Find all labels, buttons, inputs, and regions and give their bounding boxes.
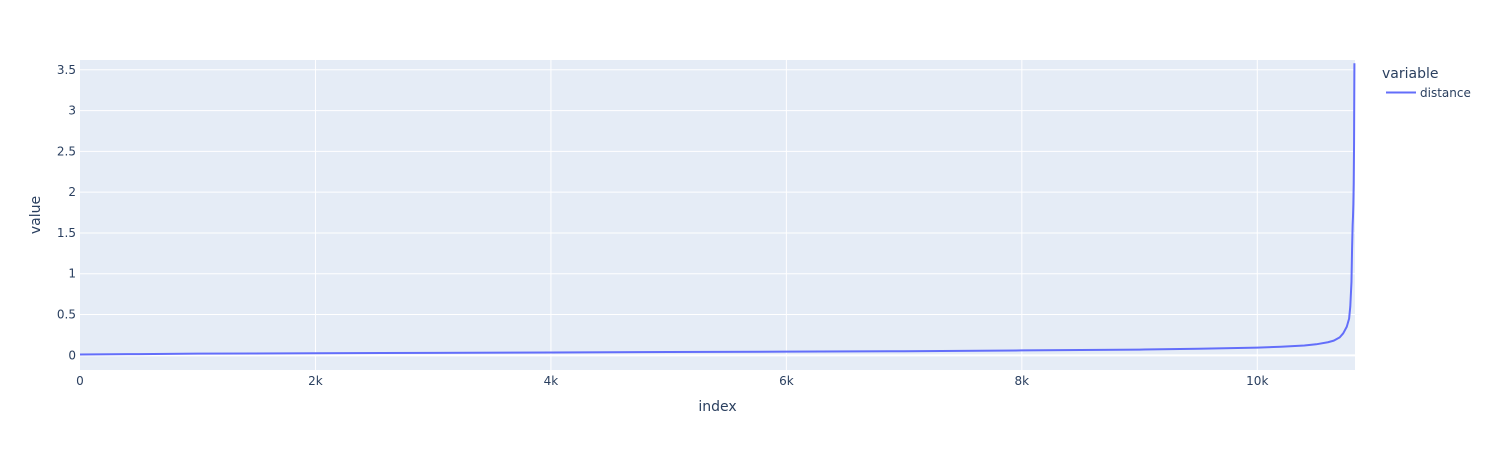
legend: variable distance: [1382, 66, 1471, 100]
series-layer: [79, 63, 1356, 356]
x-axis-title: index: [698, 399, 736, 415]
y-tick-label: 1: [68, 267, 76, 281]
y-axis-ticks: 0 0.5 1 1.5 2 2.5 3 3.5: [57, 63, 76, 363]
legend-title: variable: [1382, 66, 1438, 82]
y-tick-label: 0: [68, 348, 76, 362]
y-tick-label: 3: [68, 104, 76, 118]
y-tick-label: 3.5: [57, 63, 76, 77]
plot-background: [80, 60, 1355, 370]
y-tick-label: 1.5: [57, 226, 76, 240]
y-tick-label: 2: [68, 185, 76, 199]
x-tick-label: 6k: [779, 374, 794, 388]
series-line-distance: [79, 63, 1356, 356]
x-tick-label: 2k: [308, 374, 323, 388]
y-tick-label: 0.5: [57, 308, 76, 322]
x-axis-ticks: 0 2k 4k 6k 8k 10k: [76, 374, 1268, 388]
x-tick-label: 0: [76, 374, 84, 388]
x-tick-label: 4k: [544, 374, 559, 388]
x-tick-label: 10k: [1246, 374, 1268, 388]
legend-label-distance: distance: [1420, 86, 1471, 100]
gridlines: [80, 60, 1355, 370]
y-axis-title: value: [28, 196, 44, 234]
x-tick-label: 8k: [1015, 374, 1030, 388]
y-tick-label: 2.5: [57, 144, 76, 158]
legend-item-distance[interactable]: distance: [1386, 86, 1471, 100]
